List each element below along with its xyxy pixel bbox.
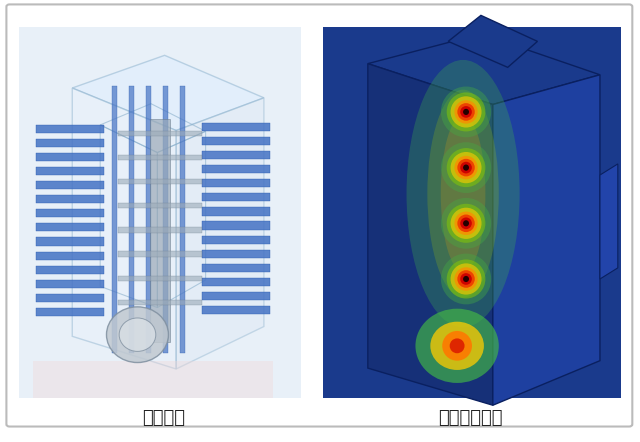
- Ellipse shape: [106, 307, 168, 362]
- Ellipse shape: [441, 254, 491, 305]
- Polygon shape: [600, 164, 618, 279]
- Ellipse shape: [458, 270, 475, 288]
- Bar: [202, 137, 270, 145]
- Ellipse shape: [441, 198, 491, 249]
- Bar: [202, 179, 270, 187]
- Ellipse shape: [441, 87, 491, 137]
- Bar: [112, 86, 117, 353]
- Bar: [180, 86, 185, 353]
- Bar: [118, 203, 202, 209]
- Ellipse shape: [458, 103, 475, 121]
- Ellipse shape: [463, 276, 469, 282]
- Bar: [202, 193, 270, 202]
- Ellipse shape: [460, 106, 472, 118]
- Bar: [36, 237, 104, 246]
- Ellipse shape: [451, 208, 481, 239]
- Bar: [202, 123, 270, 131]
- Ellipse shape: [441, 116, 485, 271]
- Bar: [202, 236, 270, 244]
- Bar: [202, 151, 270, 159]
- Ellipse shape: [447, 148, 485, 187]
- Bar: [36, 308, 104, 316]
- Bar: [118, 275, 202, 281]
- Ellipse shape: [454, 156, 477, 179]
- Bar: [36, 209, 104, 217]
- Bar: [202, 264, 270, 272]
- Bar: [36, 153, 104, 161]
- Ellipse shape: [463, 220, 469, 226]
- FancyBboxPatch shape: [19, 27, 301, 398]
- Ellipse shape: [460, 217, 472, 229]
- Polygon shape: [72, 55, 264, 130]
- Polygon shape: [448, 15, 538, 67]
- Bar: [118, 155, 202, 160]
- Polygon shape: [368, 64, 493, 405]
- Bar: [150, 119, 170, 342]
- Bar: [36, 181, 104, 189]
- Polygon shape: [493, 75, 600, 405]
- Ellipse shape: [451, 263, 481, 295]
- Bar: [129, 86, 134, 353]
- Ellipse shape: [454, 267, 477, 291]
- Bar: [202, 207, 270, 216]
- Ellipse shape: [460, 162, 472, 173]
- Bar: [118, 227, 202, 232]
- FancyBboxPatch shape: [6, 4, 632, 427]
- Bar: [36, 266, 104, 274]
- Bar: [36, 167, 104, 175]
- Ellipse shape: [430, 322, 484, 370]
- Bar: [33, 361, 273, 398]
- Ellipse shape: [451, 152, 481, 183]
- Polygon shape: [368, 34, 600, 104]
- Bar: [36, 251, 104, 260]
- Bar: [202, 278, 270, 286]
- Bar: [202, 165, 270, 173]
- Bar: [36, 139, 104, 147]
- Ellipse shape: [428, 90, 499, 297]
- Ellipse shape: [119, 318, 156, 351]
- Bar: [36, 294, 104, 302]
- Bar: [36, 195, 104, 203]
- Bar: [146, 86, 151, 353]
- Ellipse shape: [441, 142, 491, 193]
- Bar: [36, 223, 104, 232]
- Ellipse shape: [447, 259, 485, 298]
- Bar: [36, 280, 104, 288]
- Ellipse shape: [447, 204, 485, 243]
- Ellipse shape: [406, 60, 520, 327]
- Ellipse shape: [450, 339, 465, 353]
- Bar: [202, 250, 270, 258]
- Polygon shape: [176, 98, 264, 369]
- Ellipse shape: [458, 214, 475, 232]
- Bar: [36, 125, 104, 133]
- Polygon shape: [72, 88, 176, 369]
- Ellipse shape: [442, 331, 472, 361]
- Bar: [118, 179, 202, 184]
- Ellipse shape: [415, 309, 499, 383]
- Bar: [118, 300, 202, 305]
- Text: 冷却方案: 冷却方案: [141, 409, 185, 427]
- Ellipse shape: [463, 164, 469, 171]
- Ellipse shape: [458, 159, 475, 176]
- Text: 鑄型温度分布: 鑄型温度分布: [438, 409, 502, 427]
- Ellipse shape: [447, 92, 485, 131]
- Ellipse shape: [454, 212, 477, 235]
- Bar: [118, 251, 202, 257]
- Bar: [202, 221, 270, 229]
- Bar: [202, 306, 270, 314]
- Ellipse shape: [460, 273, 472, 285]
- Ellipse shape: [463, 109, 469, 115]
- Bar: [202, 292, 270, 300]
- Ellipse shape: [451, 96, 481, 128]
- FancyBboxPatch shape: [323, 27, 621, 398]
- Bar: [163, 86, 168, 353]
- Ellipse shape: [454, 100, 477, 124]
- Bar: [118, 131, 202, 136]
